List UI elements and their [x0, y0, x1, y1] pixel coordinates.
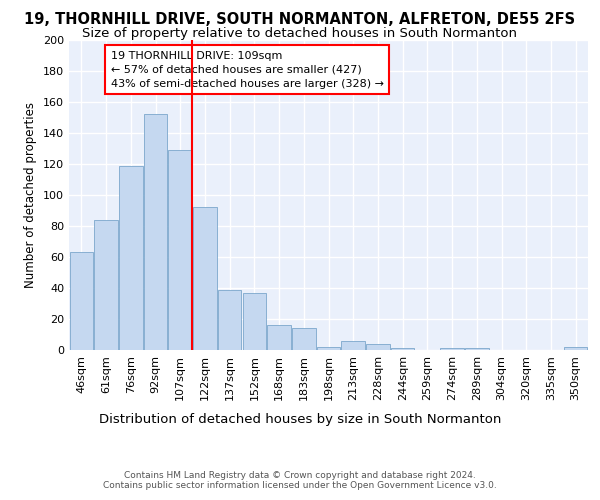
Bar — [70, 252, 93, 350]
Bar — [242, 292, 266, 350]
Text: 19, THORNHILL DRIVE, SOUTH NORMANTON, ALFRETON, DE55 2FS: 19, THORNHILL DRIVE, SOUTH NORMANTON, AL… — [25, 12, 575, 28]
Bar — [144, 114, 167, 350]
Text: Size of property relative to detached houses in South Normanton: Size of property relative to detached ho… — [83, 28, 517, 40]
Bar — [391, 348, 415, 350]
Bar — [341, 340, 365, 350]
Bar — [169, 150, 192, 350]
Bar — [193, 208, 217, 350]
Bar — [119, 166, 143, 350]
Bar — [218, 290, 241, 350]
Bar — [268, 325, 291, 350]
Bar — [317, 347, 340, 350]
Text: 19 THORNHILL DRIVE: 109sqm
← 57% of detached houses are smaller (427)
43% of sem: 19 THORNHILL DRIVE: 109sqm ← 57% of deta… — [110, 51, 383, 89]
Text: Distribution of detached houses by size in South Normanton: Distribution of detached houses by size … — [99, 412, 501, 426]
Bar — [440, 348, 464, 350]
Bar — [465, 348, 488, 350]
Text: Contains HM Land Registry data © Crown copyright and database right 2024.
Contai: Contains HM Land Registry data © Crown c… — [103, 470, 497, 490]
Bar — [292, 328, 316, 350]
Bar — [366, 344, 389, 350]
Y-axis label: Number of detached properties: Number of detached properties — [25, 102, 37, 288]
Bar — [564, 347, 587, 350]
Bar — [94, 220, 118, 350]
